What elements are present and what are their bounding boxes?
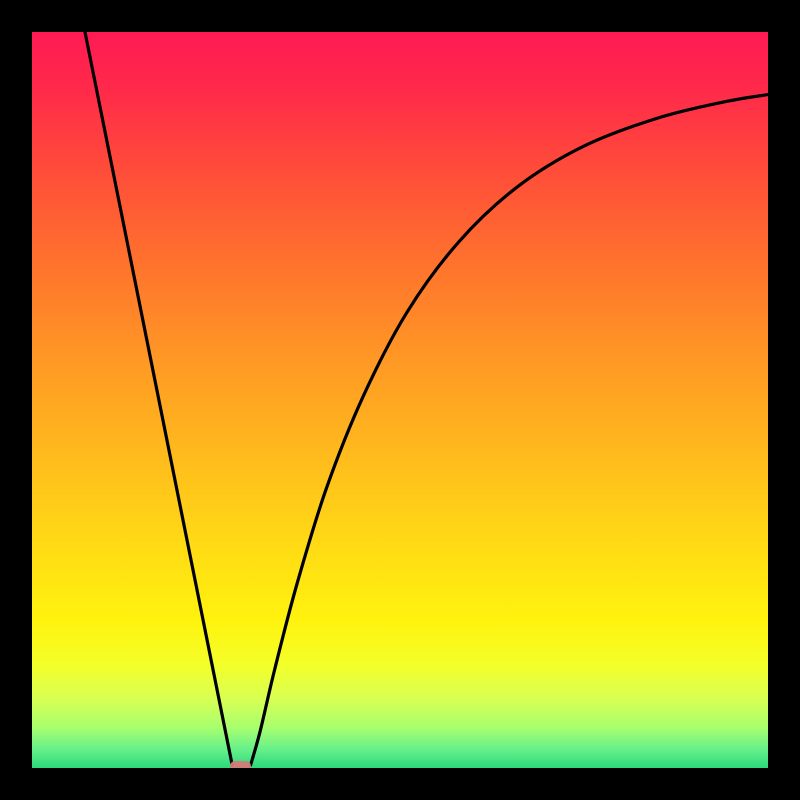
curve-svg [32,32,768,768]
curve-left-branch [85,32,232,765]
minimum-marker [230,761,251,768]
curve-right-branch [251,95,768,765]
chart-container: TheBottleneck.com [0,0,800,800]
plot-area [32,32,768,768]
